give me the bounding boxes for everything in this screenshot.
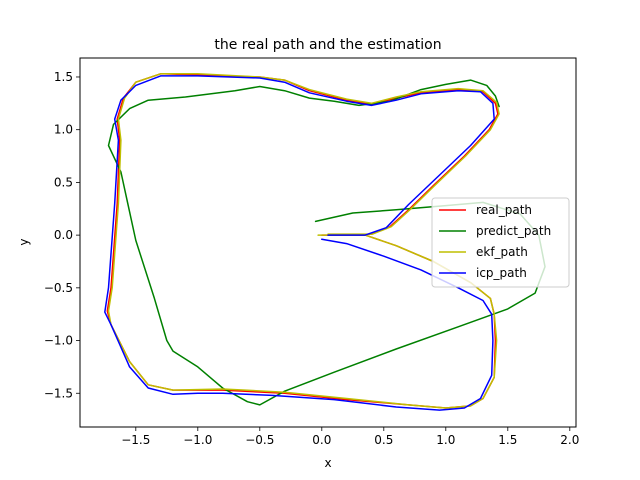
y-tick-label: 1.0 xyxy=(54,123,73,137)
x-axis-ticks: −1.5 −1.0 −0.5 0.0 0.5 1.0 1.5 2.0 xyxy=(121,427,579,447)
legend-label-real-path: real_path xyxy=(476,203,532,217)
y-tick-label: 0.5 xyxy=(54,175,73,189)
chart-title: the real path and the estimation xyxy=(214,37,441,53)
x-tick-label: 0.5 xyxy=(374,433,393,447)
series-line-ekf-path xyxy=(107,73,500,409)
x-tick-label: 2.0 xyxy=(560,433,579,447)
x-tick-label: −1.0 xyxy=(183,433,212,447)
legend-entries: real_path predict_path ekf_path icp_path xyxy=(439,203,551,280)
y-tick-label: −1.0 xyxy=(44,334,73,348)
legend: real_path predict_path ekf_path icp_path xyxy=(431,197,570,288)
plot-frame xyxy=(79,57,577,428)
y-tick-label: 0.0 xyxy=(54,228,73,242)
x-axis-label: x xyxy=(324,456,331,470)
y-tick-label: −1.5 xyxy=(44,386,73,400)
x-tick-label: 0.0 xyxy=(312,433,331,447)
x-tick-label: −1.5 xyxy=(121,433,150,447)
y-axis-ticks: −1.5 −1.0 −0.5 0.0 0.5 1.0 1.5 xyxy=(44,70,80,400)
legend-label-ekf-path: ekf_path xyxy=(476,245,528,259)
y-tick-label: −0.5 xyxy=(44,281,73,295)
series-line-icp-path xyxy=(104,75,495,411)
x-tick-label: −0.5 xyxy=(245,433,274,447)
y-axis-label: y xyxy=(17,238,31,245)
x-tick-label: 1.0 xyxy=(436,433,455,447)
x-tick-label: 1.5 xyxy=(498,433,517,447)
legend-label-predict-path: predict_path xyxy=(476,224,551,238)
y-tick-label: 1.5 xyxy=(54,70,73,84)
legend-box xyxy=(431,197,570,288)
legend-label-icp-path: icp_path xyxy=(476,266,527,280)
